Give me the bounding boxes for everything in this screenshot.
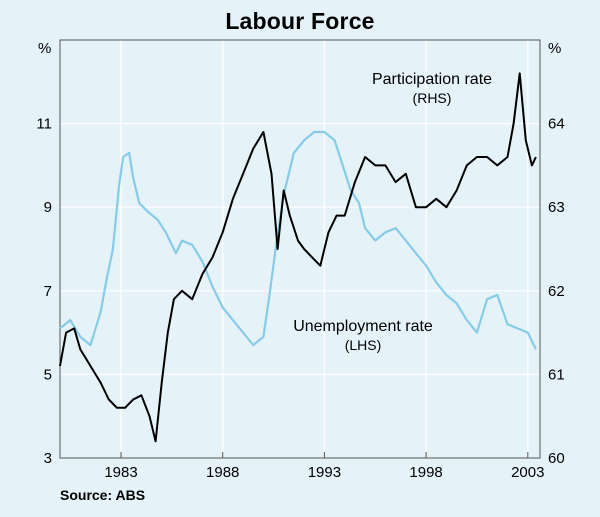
x-axis-tick-label: 1983: [104, 464, 137, 481]
left-axis-tick-label: 7: [44, 283, 52, 300]
chart-title: Labour Force: [225, 8, 375, 34]
plot-frame: [59, 39, 541, 459]
x-axis-tick-label: 1998: [409, 464, 442, 481]
participation-rate-line: [59, 72, 537, 443]
right-axis-tick-label: 63: [548, 199, 565, 216]
x-axis-tick-label: 1993: [308, 464, 341, 481]
participation-rate-axis-note: (RHS): [413, 90, 452, 106]
left-axis-tick-label: 11: [36, 116, 52, 133]
right-axis-tick-label: 64: [548, 116, 565, 133]
right-axis-tick-label: 62: [548, 283, 565, 300]
left-axis-tick-label: 5: [44, 366, 52, 383]
left-axis-tick-label: 9: [44, 199, 52, 216]
unemployment-rate-label: Unemployment rate: [293, 318, 433, 335]
participation-rate-label: Participation rate: [372, 71, 492, 88]
left-axis-tick-label: 3: [44, 450, 52, 467]
x-axis-tick-label: 1988: [206, 464, 239, 481]
source-note: Source: ABS: [60, 487, 146, 503]
right-axis-tick-label: 61: [548, 366, 565, 383]
right-axis-tick-label: 60: [548, 450, 565, 467]
x-axis-tick-label: 2003: [511, 464, 544, 481]
unemployment-rate-axis-note: (LHS): [345, 337, 382, 353]
left-axis-unit: %: [38, 40, 52, 57]
right-axis-unit: %: [548, 40, 562, 57]
plot-area: [60, 40, 540, 458]
